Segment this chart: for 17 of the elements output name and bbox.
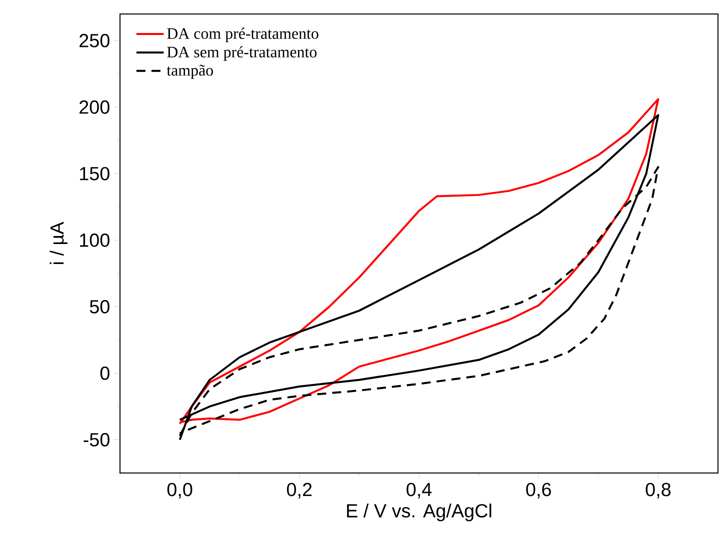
y-tick-label: 50 <box>90 300 110 314</box>
x-axis-title: E / V vs. Ag/AgCl <box>347 504 492 522</box>
y-axis-title: i / µA <box>50 222 68 264</box>
y-tick-label: 100 <box>80 233 110 247</box>
x-tick-label: 0,0 <box>167 482 192 498</box>
legend-label: DA sem pré-tratamento <box>167 46 317 61</box>
x-tick-label: 0,6 <box>526 482 551 498</box>
x-tick-label: 0,2 <box>286 482 312 498</box>
x-tick-label: 0,8 <box>646 482 671 498</box>
y-tick-label: 200 <box>80 100 110 114</box>
y-tick-label: 250 <box>80 34 110 48</box>
x-tick-label: 0,4 <box>406 482 432 498</box>
y-tick-label: -50 <box>84 433 110 446</box>
y-tick-label: 150 <box>80 166 110 180</box>
y-tick-label: 0 <box>100 366 110 380</box>
legend-label: DA com pré-tratamento <box>167 28 318 42</box>
legend-label: tampão <box>166 64 213 79</box>
